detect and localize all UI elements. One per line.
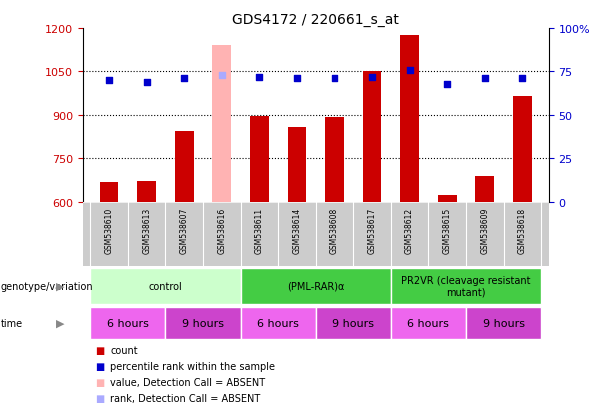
Text: count: count — [110, 345, 138, 355]
Bar — [166, 307, 240, 339]
Bar — [316, 307, 391, 339]
Text: GSM538609: GSM538609 — [480, 207, 489, 254]
Text: GSM538613: GSM538613 — [142, 207, 151, 254]
Text: percentile rank within the sample: percentile rank within the sample — [110, 361, 275, 371]
Text: 6 hours: 6 hours — [408, 318, 449, 328]
Text: value, Detection Call = ABSENT: value, Detection Call = ABSENT — [110, 377, 265, 387]
Point — [443, 81, 452, 88]
Bar — [90, 307, 166, 339]
Point — [330, 76, 340, 83]
Text: GSM538608: GSM538608 — [330, 207, 339, 254]
Text: GSM538616: GSM538616 — [217, 207, 226, 254]
Bar — [391, 268, 541, 304]
Bar — [466, 307, 541, 339]
Text: 9 hours: 9 hours — [482, 318, 525, 328]
Bar — [212, 46, 231, 202]
Bar — [325, 118, 344, 202]
Text: GSM538617: GSM538617 — [368, 207, 376, 254]
Bar — [287, 128, 306, 202]
Bar — [475, 176, 494, 202]
Text: ■: ■ — [95, 393, 104, 403]
Point — [480, 76, 490, 83]
Text: ▶: ▶ — [56, 281, 65, 291]
Point — [217, 72, 227, 79]
Text: GSM538610: GSM538610 — [105, 207, 113, 254]
Text: time: time — [1, 318, 23, 328]
Text: (PML-RAR)α: (PML-RAR)α — [287, 281, 345, 291]
Point — [254, 74, 264, 81]
Point — [179, 76, 189, 83]
Text: GSM538615: GSM538615 — [443, 207, 452, 254]
Point — [405, 67, 414, 74]
Text: GSM538618: GSM538618 — [518, 207, 527, 254]
Text: ■: ■ — [95, 377, 104, 387]
Text: ■: ■ — [95, 345, 104, 355]
Text: 9 hours: 9 hours — [332, 318, 375, 328]
Bar — [391, 307, 466, 339]
Text: genotype/variation: genotype/variation — [1, 281, 93, 291]
Text: GSM538612: GSM538612 — [405, 207, 414, 254]
Title: GDS4172 / 220661_s_at: GDS4172 / 220661_s_at — [232, 12, 399, 26]
Bar — [240, 268, 391, 304]
Text: control: control — [148, 281, 182, 291]
Bar — [438, 195, 457, 202]
Text: PR2VR (cleavage resistant
mutant): PR2VR (cleavage resistant mutant) — [402, 275, 531, 297]
Point — [104, 78, 114, 84]
Text: 6 hours: 6 hours — [107, 318, 149, 328]
Text: GSM538614: GSM538614 — [292, 207, 302, 254]
Point — [517, 76, 527, 83]
Bar — [240, 307, 316, 339]
Point — [367, 74, 377, 81]
Bar — [363, 72, 381, 202]
Point — [142, 79, 151, 86]
Bar — [400, 36, 419, 202]
Text: ▶: ▶ — [56, 318, 65, 328]
Bar — [90, 268, 240, 304]
Bar — [100, 182, 118, 202]
Text: rank, Detection Call = ABSENT: rank, Detection Call = ABSENT — [110, 393, 261, 403]
Text: ■: ■ — [95, 361, 104, 371]
Bar — [513, 97, 531, 202]
Point — [292, 76, 302, 83]
Bar — [250, 117, 268, 202]
Text: GSM538607: GSM538607 — [180, 207, 189, 254]
Bar — [175, 131, 194, 202]
Text: 6 hours: 6 hours — [257, 318, 299, 328]
Bar — [137, 182, 156, 202]
Text: GSM538611: GSM538611 — [255, 207, 264, 254]
Text: 9 hours: 9 hours — [182, 318, 224, 328]
